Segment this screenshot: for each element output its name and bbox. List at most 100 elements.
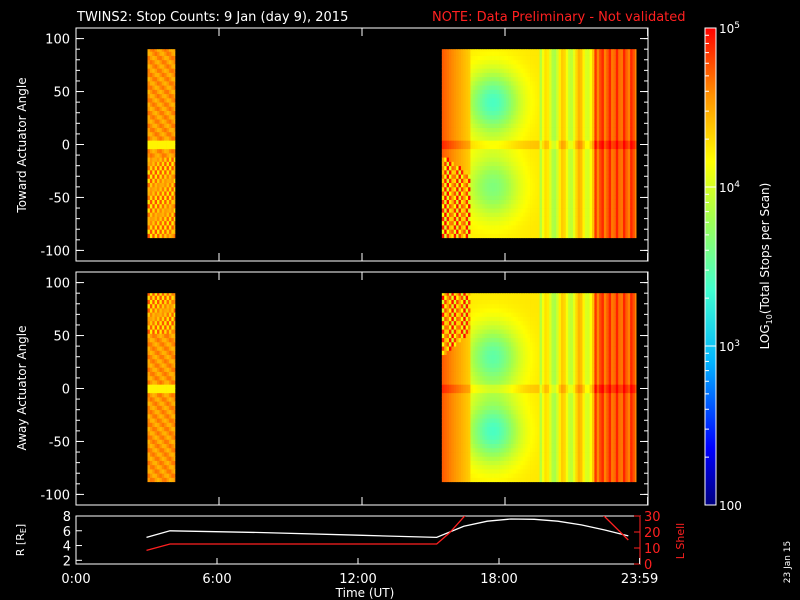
heatmap-cell xyxy=(470,114,474,120)
heatmap-cell xyxy=(477,110,481,116)
heatmap-cell xyxy=(544,93,548,99)
heatmap-cell xyxy=(606,195,610,200)
heatmap-cell xyxy=(577,123,581,128)
heatmap-cell xyxy=(499,140,502,145)
heatmap-cell xyxy=(465,229,469,234)
heatmap-cell xyxy=(441,165,445,171)
heatmap-cell xyxy=(479,93,483,99)
heatmap-cell xyxy=(525,85,529,90)
heatmap-cell xyxy=(159,131,163,137)
heatmap-cell xyxy=(152,110,156,116)
heatmap-cell xyxy=(456,93,459,99)
heatmap-cell xyxy=(570,123,574,128)
heatmap-cell xyxy=(468,186,471,192)
heatmap-cell xyxy=(470,119,474,124)
heatmap-cell xyxy=(451,409,455,415)
heatmap-cell xyxy=(458,220,462,226)
heatmap-cell xyxy=(472,68,476,73)
heatmap-cell xyxy=(539,224,543,230)
heatmap-cell xyxy=(494,208,498,213)
heatmap-cell xyxy=(632,152,636,158)
heatmap-cell xyxy=(618,199,621,205)
heatmap-cell xyxy=(484,216,488,222)
heatmap-cell xyxy=(166,363,170,368)
heatmap-cell xyxy=(173,191,176,196)
heatmap-cell xyxy=(152,140,156,145)
heatmap-cell xyxy=(501,157,505,162)
heatmap-cell xyxy=(159,358,163,364)
away-heatmap xyxy=(147,293,637,483)
heatmap-cell xyxy=(589,182,593,188)
heatmap-cell xyxy=(577,119,581,124)
heatmap-cell xyxy=(166,182,170,188)
heatmap-cell xyxy=(539,136,543,141)
heatmap-cell xyxy=(499,148,502,154)
heatmap-cell xyxy=(563,127,567,133)
heatmap-cell xyxy=(599,102,602,107)
heatmap-cell xyxy=(537,51,540,56)
heatmap-cell xyxy=(527,49,531,52)
heatmap-cell xyxy=(479,182,483,188)
heatmap-cell xyxy=(508,55,512,61)
heatmap-cell xyxy=(154,169,158,175)
heatmap-cell xyxy=(147,477,151,483)
heatmap-cell xyxy=(154,127,158,133)
heatmap-cell xyxy=(634,224,637,230)
heatmap-cell xyxy=(625,216,629,222)
heatmap-cell xyxy=(546,131,550,137)
heatmap-cell xyxy=(577,136,581,141)
heatmap-cell xyxy=(164,350,167,356)
heatmap-cell xyxy=(630,55,633,61)
heatmap-cell xyxy=(164,220,167,226)
heatmap-cell xyxy=(164,191,167,196)
heatmap-cell xyxy=(558,136,562,141)
heatmap-cell xyxy=(477,174,481,179)
heatmap-cell xyxy=(168,85,172,90)
heatmap-cell xyxy=(565,97,569,103)
heatmap-cell xyxy=(161,308,165,313)
heatmap-cell xyxy=(506,64,509,69)
heatmap-cell xyxy=(634,97,637,103)
heatmap-cell xyxy=(625,233,629,239)
heatmap-cell xyxy=(482,123,486,128)
heatmap-cell xyxy=(166,367,170,372)
heatmap-cell xyxy=(164,464,167,470)
heatmap-cell xyxy=(625,174,629,179)
heatmap-cell xyxy=(149,409,153,415)
heatmap-cell xyxy=(501,136,505,141)
heatmap-cell xyxy=(458,144,462,150)
heatmap-cell xyxy=(575,191,579,196)
heatmap-cell xyxy=(618,169,621,175)
heatmap-cell xyxy=(558,169,562,175)
heatmap-cell xyxy=(149,85,153,90)
heatmap-cell xyxy=(553,85,557,90)
heatmap-cell xyxy=(615,161,619,167)
heatmap-cell xyxy=(168,216,172,222)
heatmap-cell xyxy=(499,169,502,175)
heatmap-cell xyxy=(470,144,474,150)
heatmap-cell xyxy=(152,320,156,326)
heatmap-cell xyxy=(458,152,462,158)
heatmap-cell xyxy=(537,186,540,192)
heatmap-cell xyxy=(582,165,586,171)
heatmap-cell xyxy=(453,51,457,56)
heatmap-cell xyxy=(166,293,170,296)
heatmap-cell xyxy=(625,123,629,128)
heatmap-cell xyxy=(530,51,533,56)
heatmap-cell xyxy=(627,123,631,128)
heatmap-cell xyxy=(489,229,493,234)
heatmap-cell xyxy=(530,114,533,120)
heatmap-cell xyxy=(470,85,474,90)
heatmap-cell xyxy=(448,49,452,52)
heatmap-cell xyxy=(477,123,481,128)
heatmap-cell xyxy=(171,76,175,82)
heatmap-cell xyxy=(527,161,531,167)
heatmap-cell xyxy=(484,224,488,230)
heatmap-cell xyxy=(527,165,531,171)
heatmap-cell xyxy=(168,346,172,351)
heatmap-cell xyxy=(627,85,631,90)
heatmap-cell xyxy=(501,110,505,116)
heatmap-cell xyxy=(147,464,151,470)
heatmap-cell xyxy=(149,293,153,296)
heatmap-cell xyxy=(491,191,495,196)
